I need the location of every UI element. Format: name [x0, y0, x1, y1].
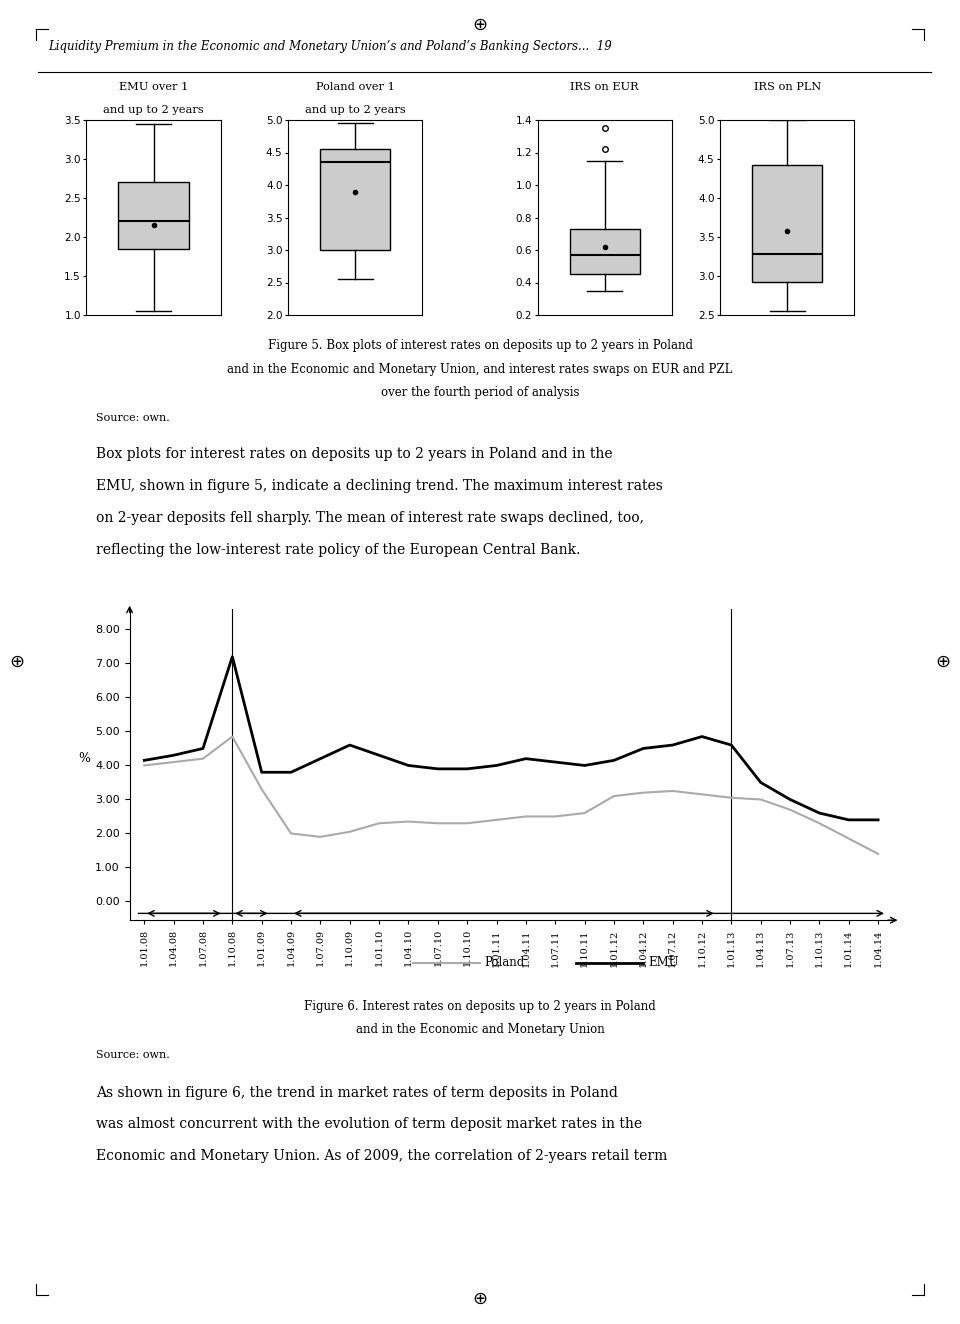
Text: Figure 6. Interest rates on deposits up to 2 years in Poland: Figure 6. Interest rates on deposits up … [304, 1000, 656, 1013]
Text: on 2-year deposits fell sharply. The mean of interest rate swaps declined, too,: on 2-year deposits fell sharply. The mea… [96, 511, 644, 524]
Text: Source: own.: Source: own. [96, 1050, 170, 1061]
Y-axis label: %: % [78, 752, 90, 765]
Text: EMU: EMU [648, 956, 679, 969]
Text: Economic and Monetary Union. As of 2009, the correlation of 2-years retail term: Economic and Monetary Union. As of 2009,… [96, 1149, 667, 1164]
Text: ⊕: ⊕ [10, 653, 25, 671]
Text: Poland over 1: Poland over 1 [316, 82, 395, 93]
Text: and up to 2 years: and up to 2 years [305, 105, 405, 115]
PathPatch shape [118, 183, 189, 249]
Text: ⊕: ⊕ [472, 16, 488, 34]
Text: and up to 2 years: and up to 2 years [104, 105, 204, 115]
Text: over the fourth period of analysis: over the fourth period of analysis [381, 387, 579, 400]
Text: EMU, shown in figure 5, indicate a declining trend. The maximum interest rates: EMU, shown in figure 5, indicate a decli… [96, 479, 662, 493]
Text: IRS on PLN: IRS on PLN [754, 82, 821, 93]
Text: Liquidity Premium in the Economic and Monetary Union’s and Poland’s Banking Sect: Liquidity Premium in the Economic and Mo… [48, 40, 612, 53]
Text: Box plots for interest rates on deposits up to 2 years in Poland and in the: Box plots for interest rates on deposits… [96, 448, 612, 461]
Text: Figure 5. Box plots of interest rates on deposits up to 2 years in Poland: Figure 5. Box plots of interest rates on… [268, 339, 692, 352]
Text: ⊕: ⊕ [935, 653, 950, 671]
Text: As shown in figure 6, the trend in market rates of term deposits in Poland: As shown in figure 6, the trend in marke… [96, 1086, 618, 1100]
Text: Source: own.: Source: own. [96, 413, 170, 422]
PathPatch shape [752, 166, 823, 282]
Text: Poland: Poland [485, 956, 525, 969]
Text: EMU over 1: EMU over 1 [119, 82, 188, 93]
Text: IRS on EUR: IRS on EUR [570, 82, 639, 93]
Text: reflecting the low-interest rate policy of the European Central Bank.: reflecting the low-interest rate policy … [96, 543, 581, 556]
Text: was almost concurrent with the evolution of term deposit market rates in the: was almost concurrent with the evolution… [96, 1117, 642, 1132]
Text: and in the Economic and Monetary Union: and in the Economic and Monetary Union [355, 1023, 605, 1037]
PathPatch shape [320, 150, 391, 250]
PathPatch shape [569, 229, 640, 274]
Text: ⊕: ⊕ [472, 1290, 488, 1308]
Text: and in the Economic and Monetary Union, and interest rates swaps on EUR and PZL: and in the Economic and Monetary Union, … [228, 363, 732, 376]
